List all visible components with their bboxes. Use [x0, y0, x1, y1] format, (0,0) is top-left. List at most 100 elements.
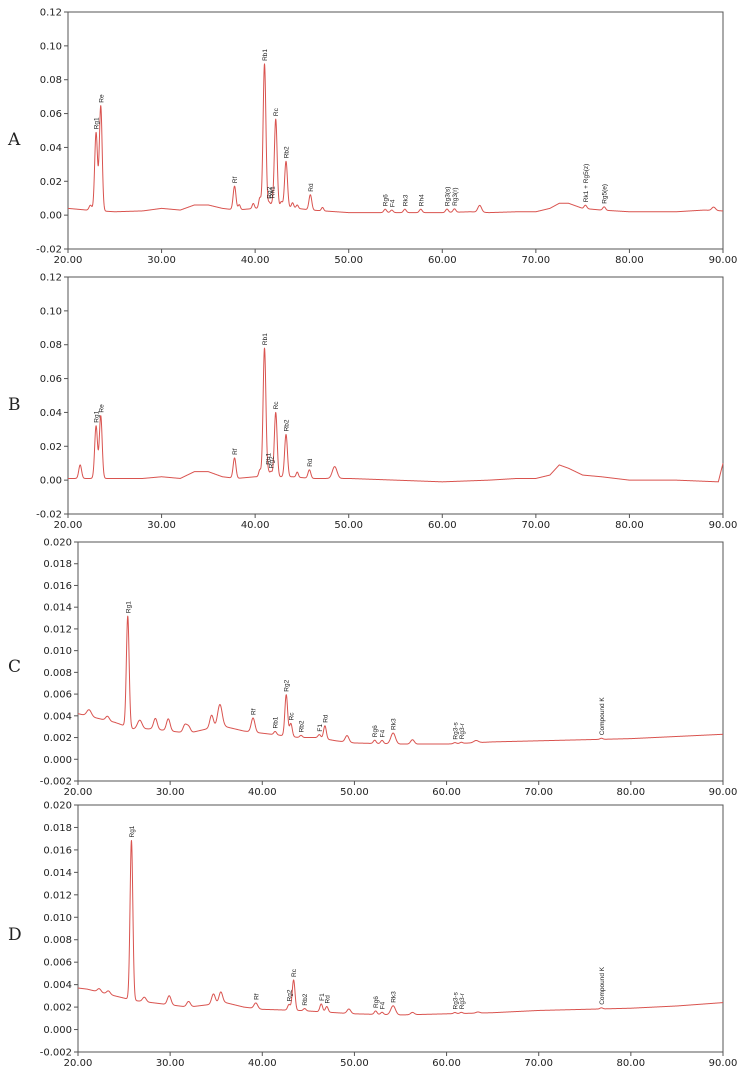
x-tick-label: 30.00 [147, 255, 176, 266]
y-tick-label: 0.06 [40, 374, 62, 385]
x-tick-label: 20.00 [64, 787, 93, 798]
y-tick-label: 0.002 [43, 1003, 72, 1014]
plot-frame [67, 276, 724, 515]
peak-label: Rg6 [372, 725, 379, 737]
chromatogram-trace [77, 615, 724, 745]
x-tick-label: 30.00 [147, 520, 176, 531]
y-tick-label: -0.002 [40, 777, 72, 788]
panel-c: C -0.002 0.000 0.002 0.004 0.006 0.008 0.010 0.0… [8, 538, 737, 799]
y-tick-label: 0.014 [43, 603, 72, 614]
peak-label: Rg1 [129, 825, 136, 837]
peak-label: Rc [273, 401, 280, 410]
peak-label: F4 [380, 1001, 387, 1009]
y-tick-label: 0.00 [40, 476, 62, 487]
x-tick-label: 20.00 [54, 255, 83, 266]
peak-label: F4 [380, 729, 387, 737]
panel-a: A -0.02 0.00 0.02 0.04 0.06 0.08 0.10 0.12 20.00 3… [7, 8, 737, 267]
x-tick-label: 80.00 [617, 787, 646, 798]
peak-label: Rb2 [302, 993, 309, 1005]
x-tick-label: 70.00 [522, 255, 551, 266]
y-tick-label: 0.016 [43, 581, 72, 592]
y-tick-label: 0.08 [40, 75, 62, 86]
peak-label: Rg3-r [459, 722, 466, 739]
y-tick-label: -0.002 [40, 1048, 72, 1059]
peak-label: Rg2 [267, 186, 274, 198]
peak-label: Rg1 [125, 601, 132, 613]
y-tick-label: 0.018 [43, 823, 72, 834]
y-tick-label: 0.08 [40, 340, 62, 351]
x-tick-label: 50.00 [334, 255, 363, 266]
plot-frame [77, 541, 724, 782]
peak-label: Rg3-s [452, 991, 459, 1009]
peak-label: Rg2 [284, 679, 291, 691]
peak-label: Rh1 [266, 452, 273, 464]
y-tick-label: 0.020 [43, 538, 72, 549]
peak-label: Rk3 [391, 991, 398, 1003]
x-tick-label: 40.00 [241, 255, 270, 266]
y-tick-label: 0.00 [40, 211, 62, 222]
y-tick-label: 0.000 [43, 1025, 72, 1036]
x-tick-label: 90.00 [709, 255, 738, 266]
y-tick-label: 0.002 [43, 733, 72, 744]
peak-label: Rg2 [269, 456, 276, 468]
panel-letter: A [7, 130, 21, 150]
panel-b: B -0.02 0.00 0.02 0.04 0.06 0.08 0.10 0.12 20.00 3… [8, 273, 737, 532]
y-tick-label: 0.004 [43, 711, 72, 722]
x-tick-label: 50.00 [334, 520, 363, 531]
peak-label: Rc [288, 712, 295, 721]
x-tick-label: 90.00 [709, 1058, 738, 1069]
y-tick-label: 0.004 [43, 980, 72, 991]
peak-label: Rg3(s) [445, 187, 452, 207]
peak-label: Rg3-s [452, 722, 459, 740]
peak-label: Rg6 [373, 996, 380, 1008]
peak-label: Rg3-r [459, 992, 466, 1009]
x-tick-label: 60.00 [428, 520, 457, 531]
y-tick-label: 0.012 [43, 624, 72, 635]
plot-frame [77, 804, 724, 1053]
panel-letter: D [8, 925, 22, 945]
peak-label: Compound K [599, 697, 606, 736]
panel-letter: C [8, 657, 21, 677]
peak-label: Rg1 [94, 410, 101, 422]
peak-label: Rg6 [383, 194, 390, 206]
peak-label: Rb2 [299, 720, 306, 732]
peak-label: Rd [307, 458, 314, 467]
y-tick-label: -0.02 [36, 245, 62, 256]
x-tick-label: 70.00 [522, 520, 551, 531]
y-tick-label: 0.010 [43, 646, 72, 657]
x-tick-label: 90.00 [709, 787, 738, 798]
y-tick-label: 0.10 [40, 41, 62, 52]
peak-label: Rk3 [402, 194, 409, 206]
peak-label: Rc [291, 968, 298, 977]
peak-label: Rb2 [284, 146, 291, 158]
x-tick-label: 80.00 [615, 255, 644, 266]
peak-label: Rf [253, 993, 260, 1000]
panel-letter: B [8, 395, 21, 415]
x-tick-label: 30.00 [156, 1058, 185, 1069]
x-tick-label: 60.00 [432, 1058, 461, 1069]
peak-label: Rg3(r) [452, 187, 459, 205]
y-tick-label: 0.018 [43, 559, 72, 570]
y-tick-label: 0.12 [40, 8, 62, 19]
y-tick-label: 0.02 [40, 442, 62, 453]
x-tick-label: 40.00 [241, 520, 270, 531]
peak-label: Rf [232, 176, 239, 183]
chromatogram-trace [67, 347, 724, 483]
y-tick-label: 0.020 [43, 801, 72, 812]
peak-label: Rf [251, 708, 258, 715]
x-tick-label: 80.00 [615, 520, 644, 531]
peak-label: Rk1 + Rg5(z) [583, 164, 590, 202]
peak-label: Rb1 [262, 49, 269, 61]
peak-label: F4 [389, 199, 396, 207]
x-tick-label: 40.00 [248, 1058, 277, 1069]
x-tick-label: 30.00 [156, 787, 185, 798]
peak-label: Rd [324, 995, 331, 1004]
y-tick-label: 0.04 [40, 143, 62, 154]
x-tick-label: 50.00 [340, 1058, 369, 1069]
y-tick-label: 0.10 [40, 306, 62, 317]
x-tick-label: 90.00 [709, 520, 738, 531]
y-tick-label: 0.006 [43, 690, 72, 701]
x-tick-label: 40.00 [248, 787, 277, 798]
plot-frame [67, 11, 724, 250]
x-tick-label: 80.00 [617, 1058, 646, 1069]
